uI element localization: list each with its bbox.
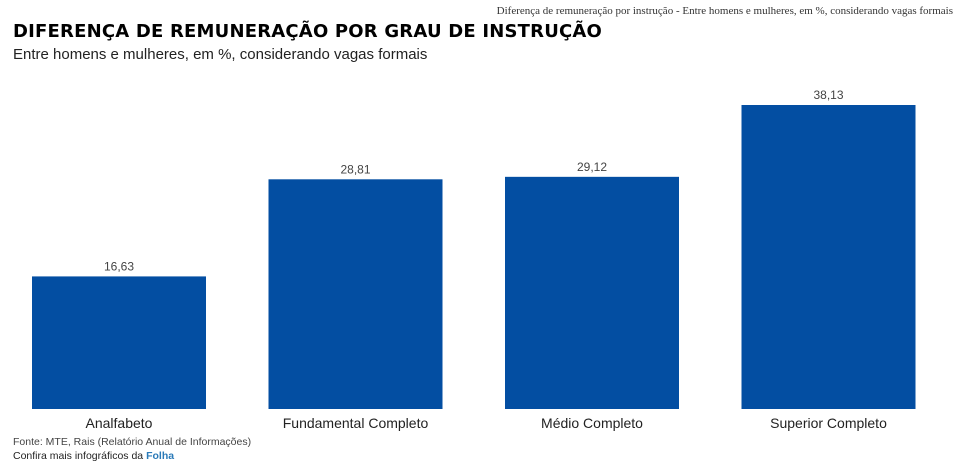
bar-analfabeto — [32, 276, 206, 409]
chart-title: DIFERENÇA DE REMUNERAÇÃO POR GRAU DE INS… — [13, 21, 603, 42]
value-label-superior-completo: 38,13 — [813, 88, 843, 102]
bar-medio-completo — [505, 176, 679, 409]
category-label-superior-completo: Superior Completo — [770, 415, 887, 431]
category-label-analfabeto: Analfabeto — [86, 415, 153, 431]
value-label-medio-completo: 29,12 — [577, 160, 607, 174]
chart-subtitle: Entre homens e mulheres, em %, considera… — [13, 46, 428, 63]
browser-tab-title: Diferença de remuneração por instrução -… — [496, 5, 953, 17]
value-label-analfabeto: 16,63 — [104, 259, 134, 273]
category-label-fundamental-completo: Fundamental Completo — [283, 415, 429, 431]
folha-link[interactable]: Folha — [146, 450, 175, 462]
more-infographics-note: Confira mais infográficos da Folha — [13, 450, 174, 462]
category-label-medio-completo: Médio Completo — [541, 415, 643, 431]
bar-superior-completo — [741, 105, 916, 409]
more-infographics-text: Confira mais infográficos da — [13, 450, 144, 462]
bar-fundamental-completo — [268, 179, 443, 409]
value-label-fundamental-completo: 28,81 — [340, 162, 370, 176]
source-note: Fonte: MTE, Rais (Relatório Anual de Inf… — [13, 436, 252, 448]
